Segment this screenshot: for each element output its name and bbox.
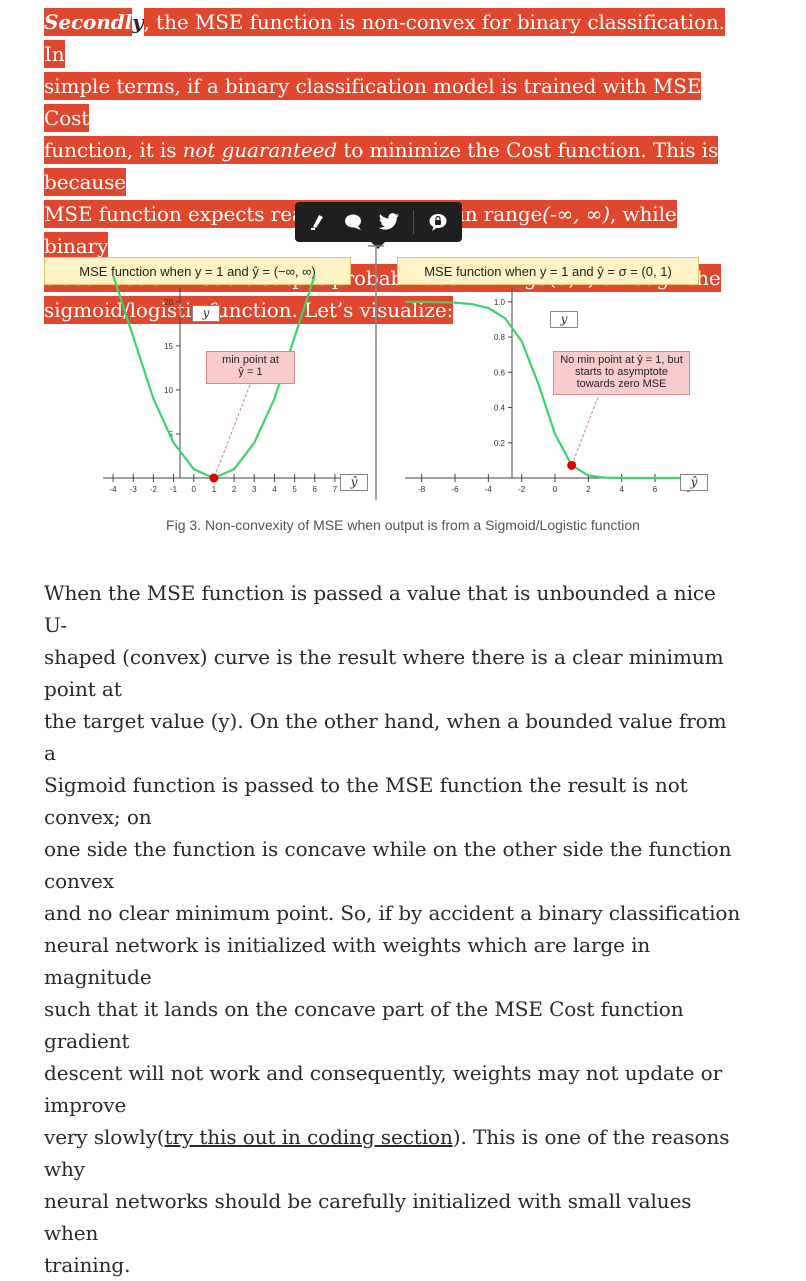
- right-annotation-line-1: No min point at ŷ = 1, but: [560, 354, 683, 366]
- intro-lead-word: Secondl: [44, 8, 133, 36]
- right-x-tick-label: 0: [553, 485, 558, 494]
- intro-line-6: sigmoid/logistic function. Let’s visuali…: [44, 294, 744, 326]
- comment-icon: [345, 214, 361, 230]
- left-x-tick-label: -4: [110, 485, 118, 494]
- right-y-tick-label: 0.2: [494, 439, 506, 448]
- right-annotation-pointer: [573, 396, 599, 461]
- body-line-10a: very slowly(: [44, 1125, 165, 1149]
- left-x-tick-label: 5: [292, 485, 297, 494]
- body-line-1: When the MSE function is passed a value …: [44, 581, 716, 637]
- intro-lead-tail: y: [132, 10, 144, 34]
- left-x-tick-label: 6: [313, 485, 318, 494]
- left-annotation-line-1: min point at: [222, 354, 279, 366]
- body-line-10: very slowly(try this out in coding secti…: [44, 1121, 744, 1185]
- right-annotation-line-3: towards zero MSE: [576, 378, 667, 390]
- intro-line-6-text: sigmoid/logistic function. Let’s visuali…: [44, 296, 454, 324]
- left-x-tick-label: 2: [232, 485, 237, 494]
- left-x-tick-label: -3: [130, 485, 138, 494]
- right-x-tick-label: -8: [418, 485, 426, 494]
- right-x-label: ŷ: [680, 474, 708, 491]
- right-x-tick-label: 4: [619, 485, 624, 494]
- body-line-2: shaped (convex) curve is the result wher…: [44, 645, 724, 701]
- right-x-tick-label: 2: [586, 485, 591, 494]
- right-y-tick-label: 0.4: [494, 404, 506, 413]
- body-line-6: and no clear minimum point. So, if by ac…: [44, 901, 741, 925]
- body-paragraph: When the MSE function is passed a value …: [44, 577, 744, 1281]
- left-y-label: y: [192, 305, 220, 322]
- left-x-tick-label: 3: [252, 485, 257, 494]
- right-chart-title: MSE function when y = 1 and ŷ = σ = (0, …: [397, 257, 699, 285]
- left-annotation-line-2: ŷ = 1: [238, 366, 263, 378]
- highlight-button[interactable]: [303, 208, 331, 236]
- left-x-label: ŷ: [340, 474, 368, 491]
- body-line-3: the target value (y). On the other hand,…: [44, 709, 727, 765]
- right-min-marker: [567, 460, 577, 470]
- left-x-tick-label: 7: [333, 485, 338, 494]
- body-line-9: descent will not work and consequently, …: [44, 1061, 723, 1117]
- comment-button[interactable]: [339, 208, 367, 236]
- intro-line-1: Secondly, the MSE function is non-convex…: [44, 6, 744, 70]
- left-y-tick-label: 20: [164, 298, 173, 307]
- right-y-label: y: [550, 311, 578, 328]
- right-x-tick-label: -6: [451, 485, 459, 494]
- intro-line-3a: function, it is: [44, 136, 183, 164]
- right-x-tick-label: -4: [485, 485, 493, 494]
- body-line-12: training.: [44, 1253, 131, 1277]
- body-line-5: one side the function is concave while o…: [44, 837, 732, 893]
- left-annotation-pointer: [215, 384, 251, 474]
- left-chart-title: MSE function when y = 1 and ŷ = (−∞, ∞): [44, 257, 351, 285]
- right-annotation: No min point at ŷ = 1, but starts to asy…: [553, 351, 690, 395]
- left-y-tick-label: 10: [164, 386, 173, 395]
- share-twitter-button[interactable]: [375, 208, 403, 236]
- body-line-4: Sigmoid function is passed to the MSE fu…: [44, 773, 688, 829]
- left-x-tick-label: 1: [212, 485, 217, 494]
- figure-plots: -4-3-2-1012345675101520-8-6-4-2024680.20…: [103, 245, 705, 500]
- right-y-tick-label: 0.8: [494, 333, 506, 342]
- intro-line-3b: not guaranteed: [182, 136, 338, 164]
- left-min-marker: [209, 473, 219, 483]
- right-annotation-line-2: starts to asymptote: [575, 366, 668, 378]
- highlight-toolbar: [295, 202, 462, 249]
- left-x-tick-label: 0: [192, 485, 197, 494]
- left-y-tick-label: 5: [169, 430, 174, 439]
- intro-line-3: function, it is not guaranteed to minimi…: [44, 134, 744, 198]
- right-y-tick-label: 0.6: [494, 368, 506, 377]
- left-x-tick-label: 4: [272, 485, 277, 494]
- body-line-8: such that it lands on the concave part o…: [44, 997, 684, 1053]
- left-x-tick-label: -2: [150, 485, 158, 494]
- intro-line-2: simple terms, if a binary classification…: [44, 70, 744, 134]
- intro-line-4b: (-∞, ∞): [542, 200, 610, 228]
- highlight-icon: [311, 215, 323, 230]
- private-note-button[interactable]: [424, 208, 452, 236]
- toolbar-divider: [413, 210, 414, 234]
- left-annotation: min point at ŷ = 1: [206, 351, 295, 384]
- body-line-7: neural network is initialized with weigh…: [44, 933, 651, 989]
- twitter-icon: [378, 213, 399, 230]
- right-mse-curve: [404, 300, 705, 480]
- left-x-tick-label: -1: [170, 485, 178, 494]
- body-line-11: neural networks should be carefully init…: [44, 1189, 692, 1245]
- left-y-tick-label: 15: [164, 342, 173, 351]
- private-note-icon: [429, 214, 447, 231]
- figure-caption: Fig 3. Non-convexity of MSE when output …: [166, 517, 640, 533]
- right-x-tick-label: -2: [518, 485, 526, 494]
- coding-section-link[interactable]: try this out in coding section: [164, 1125, 453, 1149]
- right-y-tick-label: 1.0: [494, 298, 506, 307]
- right-x-tick-label: 6: [653, 485, 658, 494]
